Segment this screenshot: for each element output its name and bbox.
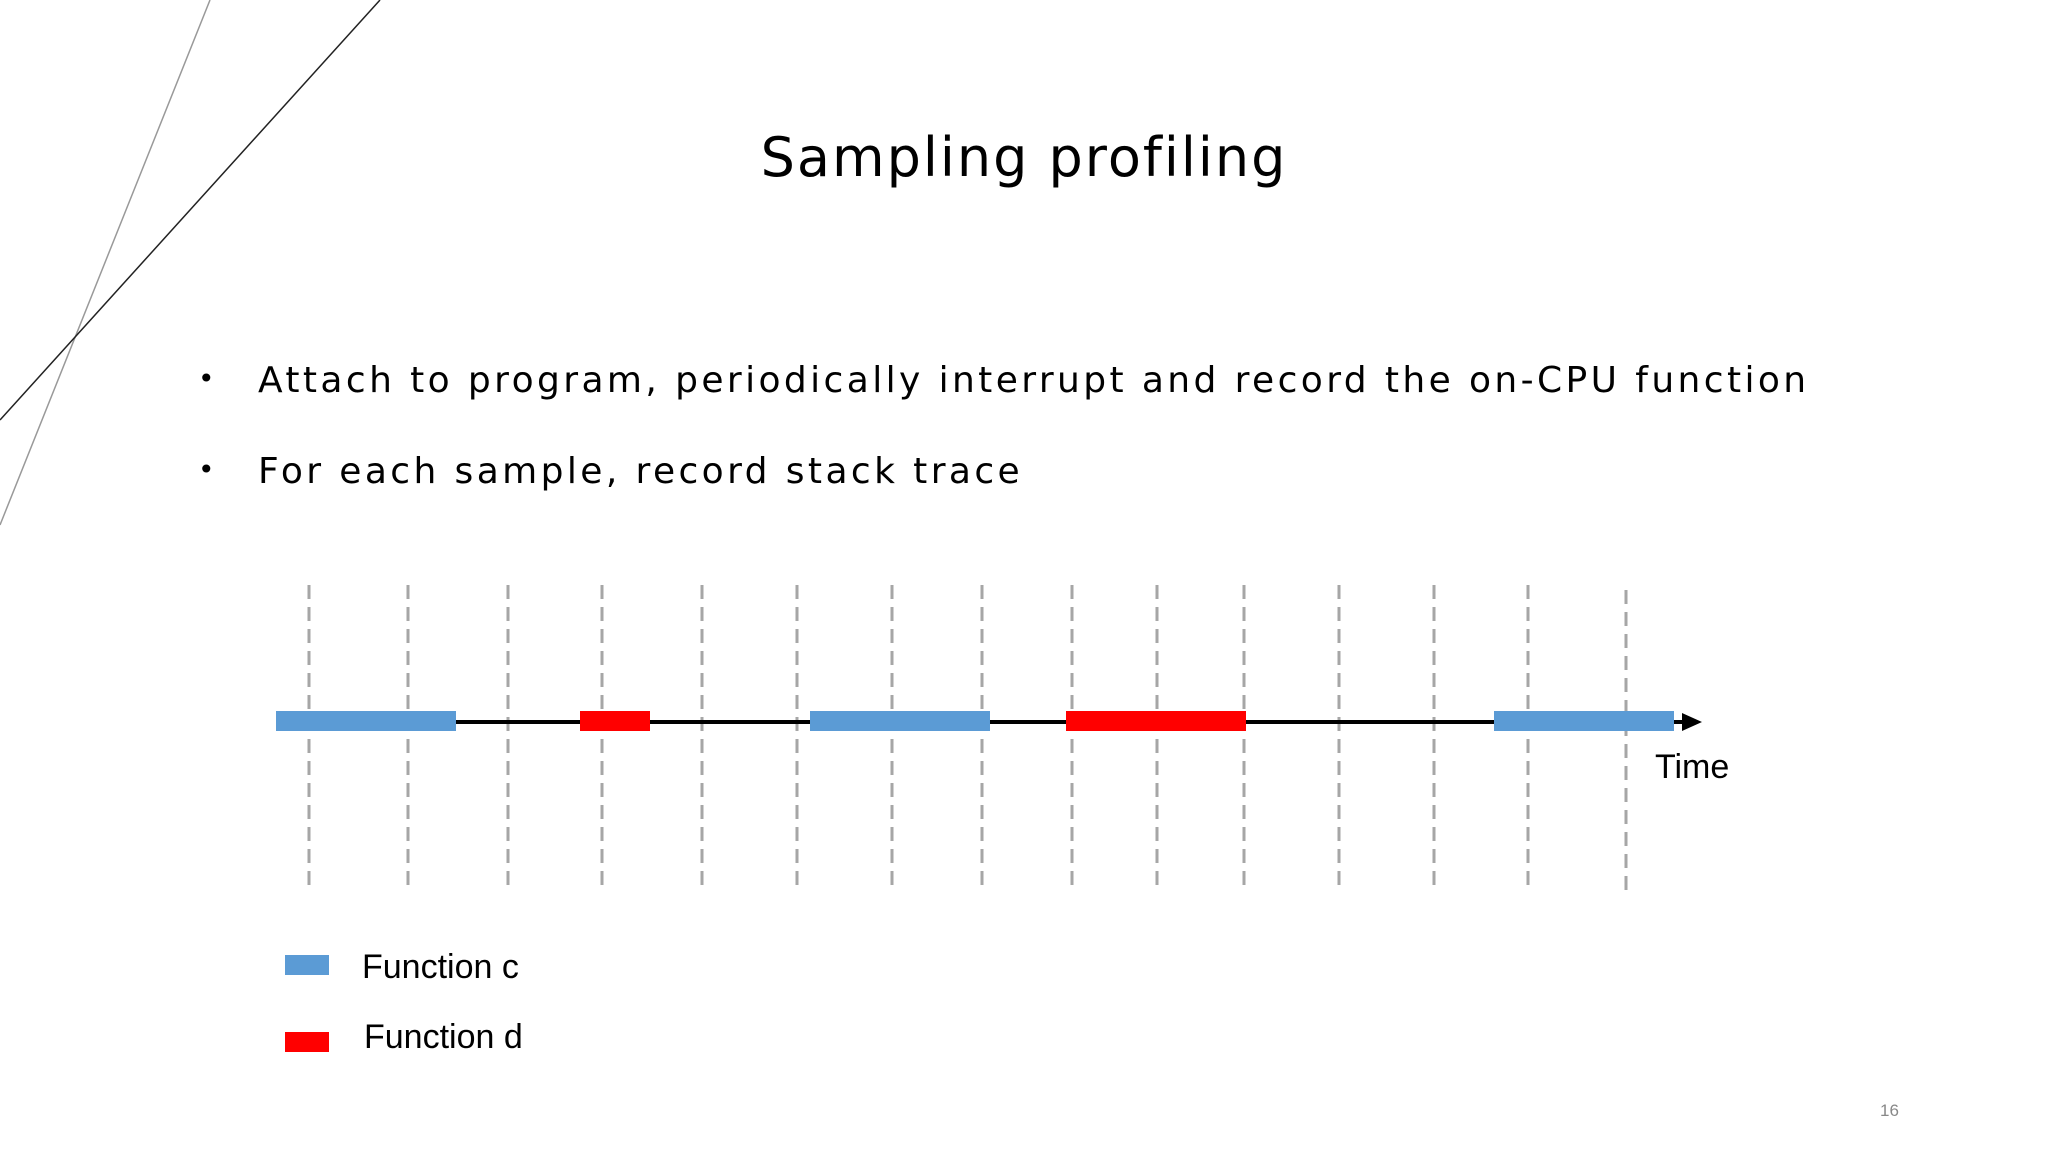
function-c-segment	[276, 711, 456, 731]
function-d-segment	[1066, 711, 1246, 731]
bullet-dot: •	[198, 362, 218, 395]
bullet-item: • Attach to program, periodically interru…	[198, 360, 1810, 401]
function-c-segment	[810, 711, 990, 731]
decorative-line-1	[0, 0, 211, 526]
function-c-segment	[1494, 711, 1674, 731]
function-d-segment	[580, 711, 650, 731]
bullet-text: Attach to program, periodically interrup…	[258, 360, 1810, 401]
legend-swatch-function-d	[285, 1032, 329, 1052]
time-axis-arrowhead	[1682, 713, 1702, 731]
bullet-dot: •	[198, 453, 218, 486]
sample-lines	[307, 585, 1628, 895]
slide-title: Sampling profiling	[760, 126, 1288, 189]
time-axis-label: Time	[1655, 748, 1730, 786]
legend-label: Function c	[362, 948, 519, 986]
page-number: 16	[1880, 1101, 1899, 1120]
bullet-item: • For each sample, record stack trace	[198, 451, 1023, 492]
legend-swatch-function-c	[285, 955, 329, 975]
decorative-line-2	[0, 0, 381, 421]
legend-label: Function d	[364, 1018, 523, 1056]
bullet-text: For each sample, record stack trace	[258, 451, 1024, 492]
